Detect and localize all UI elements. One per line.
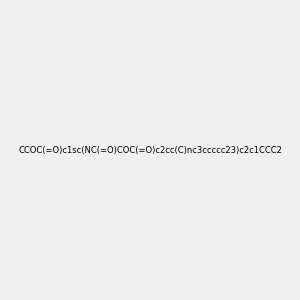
- Text: CCOC(=O)c1sc(NC(=O)COC(=O)c2cc(C)nc3ccccc23)c2c1CCC2: CCOC(=O)c1sc(NC(=O)COC(=O)c2cc(C)nc3cccc…: [18, 146, 282, 154]
